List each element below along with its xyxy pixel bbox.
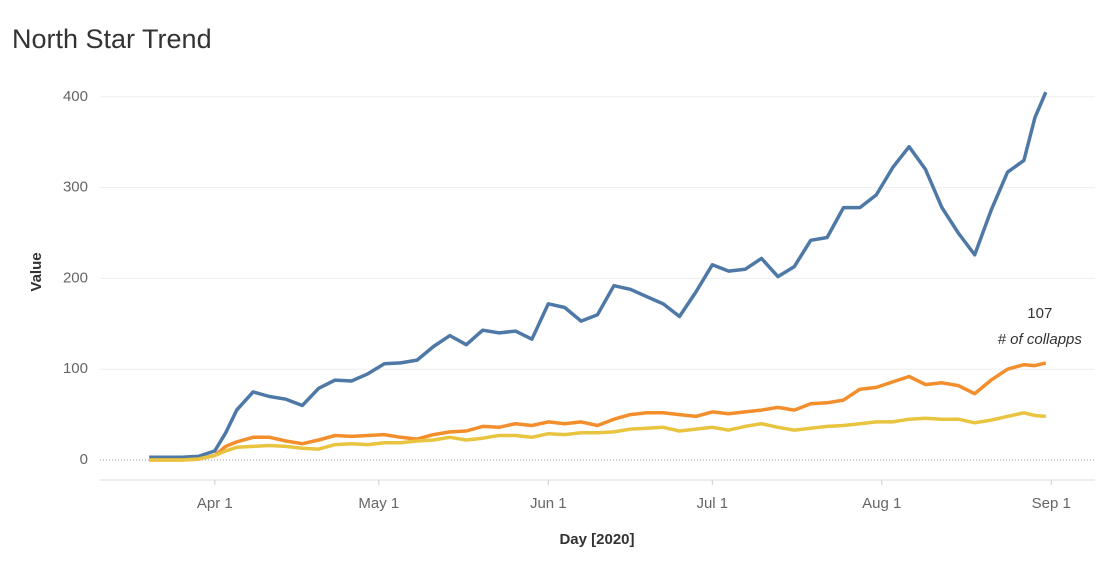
x-tick-label: May 1 (358, 495, 399, 512)
series-line (149, 411, 1046, 462)
series-line (149, 91, 1048, 460)
x-axis-title: Day [2020] (559, 531, 634, 548)
series-label: # of collapps (998, 331, 1083, 348)
series-line (149, 361, 1047, 462)
y-tick-label: 100 (63, 360, 88, 377)
chart-title: North Star Trend (12, 24, 212, 54)
data-label: 107 (1027, 305, 1052, 322)
y-tick-label: 0 (80, 451, 88, 468)
y-axis-title: Value (28, 252, 45, 291)
y-tick-label: 200 (63, 269, 88, 286)
x-tick-label: Sep 1 (1032, 495, 1071, 512)
y-tick-label: 400 (63, 88, 88, 105)
x-tick-label: Jul 1 (696, 495, 728, 512)
x-tick-label: Apr 1 (197, 495, 233, 512)
y-tick-label: 300 (63, 179, 88, 196)
x-tick-label: Jun 1 (530, 495, 567, 512)
x-tick-label: Aug 1 (862, 495, 901, 512)
